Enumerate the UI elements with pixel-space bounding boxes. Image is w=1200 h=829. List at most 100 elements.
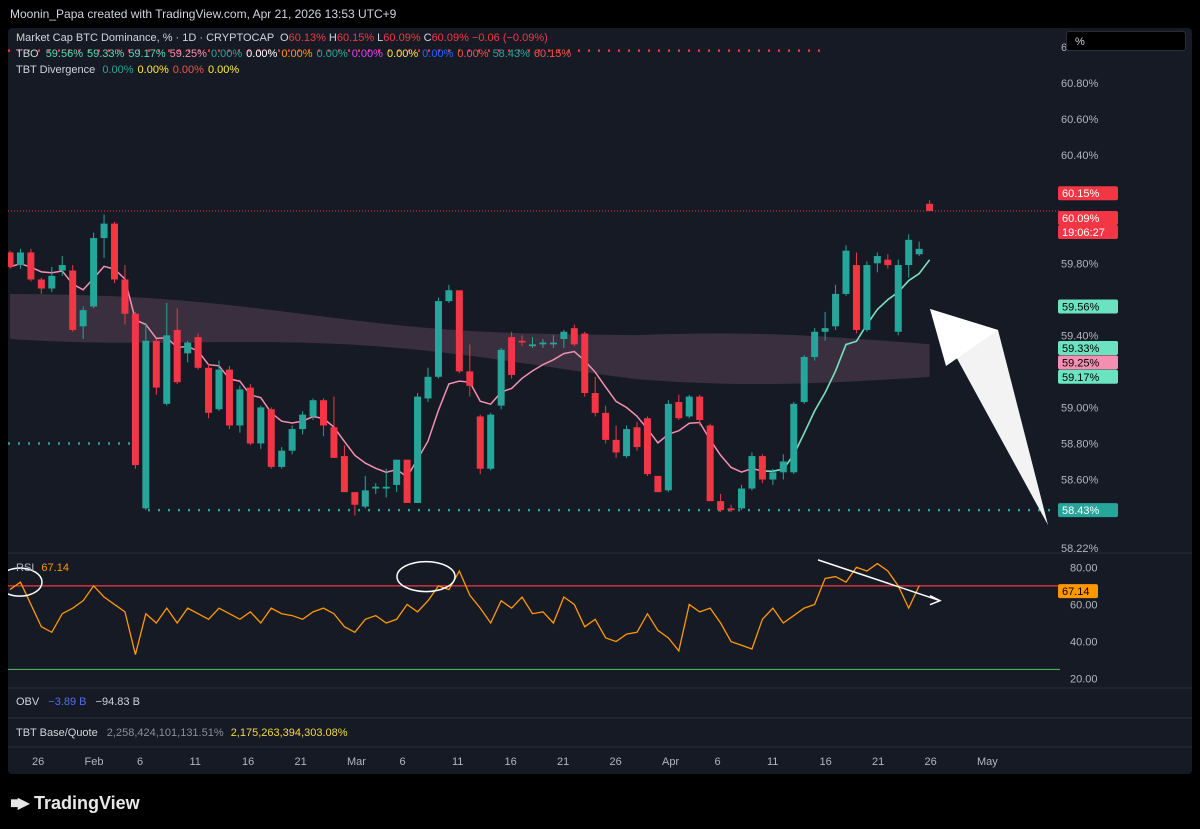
- x-tick-label: Apr: [662, 756, 679, 768]
- candle-body: [225, 369, 233, 426]
- price-tag-label: 60.09%: [1062, 213, 1100, 225]
- y-tick-label: 58.22%: [1061, 543, 1099, 555]
- symbol-legend[interactable]: Market Cap BTC Dominance, % · 1D · CRYPT…: [16, 32, 548, 44]
- price-change: −0.06 (−0.09%): [471, 32, 548, 44]
- rsi-annotation-circle-1: [8, 567, 43, 597]
- candle-body: [529, 344, 536, 347]
- tradingview-logo-icon: ■▶: [10, 795, 30, 812]
- candle-body: [832, 293, 840, 327]
- tbo-label[interactable]: TBO: [16, 48, 39, 60]
- candle-body: [769, 472, 777, 480]
- price-tag-label: 59.17%: [1062, 372, 1100, 384]
- candle-body: [654, 475, 662, 493]
- candle-body: [560, 331, 568, 339]
- candle-body: [884, 259, 892, 266]
- tbo-value-1: 59.33%: [87, 48, 125, 60]
- candle-body: [748, 456, 756, 489]
- rsi-annotation-circle-2: [396, 560, 456, 593]
- candle-body: [382, 486, 390, 489]
- candle-body: [487, 414, 495, 469]
- candle-body: [873, 256, 881, 264]
- tbt-divergence-legend[interactable]: TBT Divergence 0.00% 0.00% 0.00% 0.00%: [16, 64, 239, 76]
- tbt-value-3: 0.00%: [207, 64, 240, 76]
- candle-body: [497, 349, 505, 406]
- x-tick-label: Feb: [85, 756, 104, 768]
- price-tag-label: 58.43%: [1062, 505, 1100, 517]
- candle-body: [424, 376, 432, 399]
- tradingview-logo: ■▶ TradingView: [10, 790, 140, 816]
- candle-body: [361, 490, 369, 507]
- tbt-base-value-1: 2,258,424,101,131.51%: [106, 727, 224, 739]
- tbo-values: 59.56% 59.33% 59.17% 59.25% 0.00% 0.00% 0.00% 0…: [42, 48, 572, 60]
- candle-body: [549, 342, 557, 345]
- price-tag-box: [1058, 211, 1118, 226]
- tbo-value-9: 0.00%: [386, 48, 419, 60]
- candle-body: [915, 248, 923, 255]
- y-tick-label: 58.80%: [1061, 438, 1099, 450]
- candle-body: [790, 403, 798, 473]
- ohlc-key-c: C: [423, 32, 432, 44]
- tbt-divergence-label[interactable]: TBT Divergence: [16, 64, 96, 76]
- x-tick-label: 11: [190, 756, 201, 768]
- tbt-values: 0.00% 0.00% 0.00% 0.00%: [98, 64, 239, 76]
- candle-body: [299, 414, 307, 430]
- candle-body: [434, 301, 442, 377]
- rsi-line: [9, 562, 920, 655]
- ohlc-value-h: 60.15%: [336, 32, 375, 44]
- chart-panel[interactable]: 61.00%60.80%60.60%60.40%59.80%59.40%59.0…: [8, 28, 1192, 774]
- y-tick-label: 60.60%: [1061, 114, 1099, 126]
- y-tick-label: 59.40%: [1061, 330, 1099, 342]
- candle-body: [842, 250, 850, 294]
- rsi-label[interactable]: RSI: [16, 562, 35, 574]
- rsi-divergence-arrowhead: [929, 595, 942, 606]
- tbt-base-legend[interactable]: TBT Base/Quote 2,258,424,101,131.51% 2,1…: [16, 727, 348, 739]
- chart-canvas[interactable]: 61.00%60.80%60.60%60.40%59.80%59.40%59.0…: [8, 28, 1192, 774]
- symbol-name[interactable]: Market Cap BTC Dominance, % · 1D · CRYPT…: [16, 32, 274, 44]
- candle-body: [570, 328, 578, 345]
- candle-body: [205, 367, 213, 413]
- tbo-legend[interactable]: TBO 59.56% 59.33% 59.17% 59.25% 0.00% 0.00% 0.…: [16, 48, 571, 60]
- tbo-value-2: 59.17%: [128, 48, 166, 60]
- annotation-arrow-up: [930, 309, 1048, 525]
- rsi-value-tag: [1058, 584, 1098, 599]
- candle-body: [518, 340, 526, 343]
- x-tick-label: 16: [242, 756, 254, 768]
- candle-body: [852, 265, 860, 330]
- candle-body: [403, 459, 411, 503]
- candle-body: [163, 335, 171, 404]
- attribution-text: Moonin_Papa created with TradingView.com…: [10, 7, 397, 21]
- obv-legend[interactable]: OBV −3.89 B −94.83 B: [16, 696, 140, 708]
- x-tick-label: 11: [767, 756, 778, 768]
- price-tag-box: [1058, 340, 1118, 355]
- rsi-divergence-line: [817, 559, 941, 602]
- tbo-value-10: 0.00%: [422, 48, 454, 60]
- candle-body: [131, 313, 139, 466]
- y-tick-label: 59.80%: [1061, 258, 1099, 270]
- rsi-legend[interactable]: RSI 67.14: [16, 562, 69, 574]
- candle-body: [351, 492, 359, 505]
- tbo-value-6: 0.00%: [281, 48, 313, 60]
- candle-body: [16, 252, 24, 266]
- rsi-tick-label: 60.00: [1070, 599, 1098, 611]
- tbo-value-7: 0.00%: [316, 48, 348, 60]
- candle-body: [800, 356, 808, 403]
- candle-body: [758, 456, 766, 480]
- scale-unit-selector[interactable]: %: [1066, 31, 1186, 51]
- candle-body: [393, 459, 401, 485]
- candle-body: [111, 223, 118, 280]
- candle-body: [581, 333, 589, 394]
- obv-label[interactable]: OBV: [16, 696, 40, 708]
- obv-value-2: −94.83 B: [95, 696, 140, 708]
- candle-body: [278, 450, 286, 467]
- candle-body: [267, 409, 275, 467]
- tbo-value-3: 59.25%: [169, 48, 207, 60]
- x-tick-label: 21: [295, 756, 307, 768]
- rsi-tick-label: 20.00: [1070, 674, 1098, 686]
- tbt-base-label[interactable]: TBT Base/Quote: [16, 727, 98, 739]
- candle-body: [8, 252, 14, 267]
- scale-unit-label[interactable]: %: [1075, 36, 1085, 48]
- ohlc-key-l: L: [377, 32, 384, 44]
- price-tag-box: [1058, 503, 1118, 518]
- candle-body: [894, 265, 902, 332]
- candle-body: [612, 439, 620, 453]
